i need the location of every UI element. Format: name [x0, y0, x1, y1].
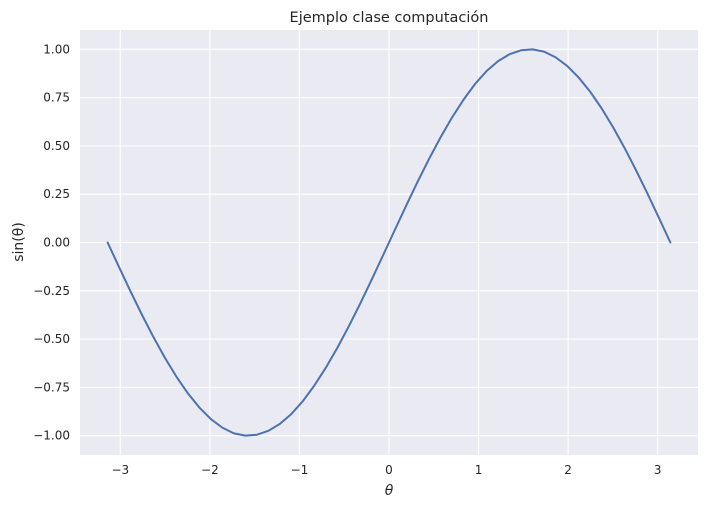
x-tick-label: 0	[385, 463, 393, 477]
y-tick-label: −0.50	[33, 332, 70, 346]
x-tick-label: 1	[475, 463, 483, 477]
x-tick-label: 3	[654, 463, 662, 477]
y-tick-label: −1.00	[33, 429, 70, 443]
y-tick-label: 0.75	[43, 91, 70, 105]
y-tick-label: 1.00	[43, 42, 70, 56]
y-tick-label: 0.25	[43, 187, 70, 201]
data-lines	[106, 48, 672, 437]
y-tick-label: −0.75	[33, 380, 70, 394]
series-line	[106, 48, 672, 437]
y-tick-label: 0.00	[43, 236, 70, 250]
x-tick-label: −2	[201, 463, 219, 477]
x-tick-label: 2	[564, 463, 572, 477]
x-tick-label: −3	[111, 463, 129, 477]
x-tick-labels: −3 −2 −1 0 1 2 3	[111, 463, 661, 477]
y-tick-labels: −1.00 −0.75 −0.50 −0.25 0.00 0.25 0.50 0.75 1.00	[33, 42, 70, 442]
y-tick-label: 0.50	[43, 139, 70, 153]
x-tick-label: −1	[291, 463, 309, 477]
y-tick-label: −0.25	[33, 284, 70, 298]
x-axis-label: θ	[385, 483, 394, 499]
y-axis-label: sin(θ)	[11, 222, 27, 262]
chart-title: Ejemplo clase computación	[290, 10, 489, 26]
